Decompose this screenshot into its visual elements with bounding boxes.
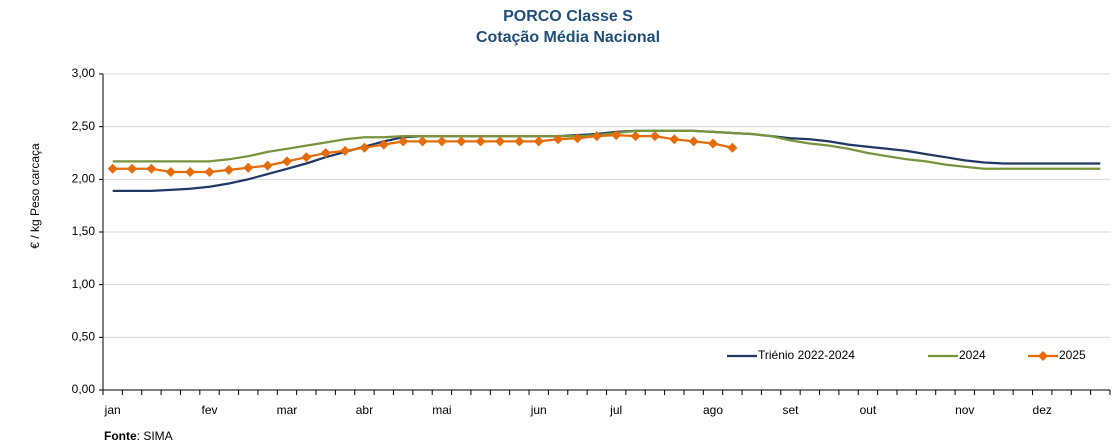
legend-label: 2024 [959, 348, 986, 362]
series-marker [514, 136, 525, 147]
series-marker [533, 136, 544, 147]
series-marker [475, 136, 486, 147]
series-marker [398, 136, 409, 147]
legend-label: 2025 [1059, 348, 1086, 362]
series-marker [688, 136, 699, 147]
series-line [112, 129, 1101, 170]
legend-marker [1038, 351, 1048, 361]
x-tick-label: ago [703, 403, 723, 417]
x-tick-label: nov [955, 403, 974, 417]
series-marker [107, 163, 118, 174]
series-marker [630, 131, 641, 142]
y-axis-label: € / kg Peso carcaça [28, 143, 42, 249]
legend-label: Triénio 2022-2024 [758, 348, 855, 362]
series-marker [243, 162, 254, 173]
y-tick-label: 3,00 [72, 66, 96, 80]
series-marker [611, 130, 622, 141]
series-marker [591, 131, 602, 142]
x-tick-label: jul [609, 403, 622, 417]
x-tick-label: fev [202, 403, 218, 417]
series-line [112, 129, 1101, 193]
y-tick-label: 0,50 [72, 330, 96, 344]
x-tick-label: mar [277, 403, 298, 417]
chart-subtitle: Cotação Média Nacional [476, 29, 660, 46]
series-marker [553, 134, 564, 145]
y-tick-label: 1,00 [72, 277, 96, 291]
series-marker [223, 164, 234, 175]
series-marker [320, 148, 331, 158]
x-tick-label: jun [530, 403, 547, 417]
series-marker [669, 134, 680, 145]
series-marker [262, 160, 273, 171]
x-tick-label: dez [1033, 403, 1052, 417]
series-marker [281, 156, 292, 167]
source-label: Fonte [104, 429, 137, 443]
series-marker [204, 166, 215, 177]
series-marker [727, 142, 738, 153]
chart-title: PORCO Classe S [503, 8, 633, 25]
series-marker [340, 145, 351, 156]
series-marker [436, 136, 447, 147]
x-tick-label: set [782, 403, 799, 417]
series-marker [494, 136, 505, 147]
x-tick-label: jan [104, 403, 121, 417]
series-marker [165, 166, 176, 177]
x-tick-label: abr [356, 403, 373, 417]
source-text: : SIMA [137, 429, 173, 443]
series-marker [417, 136, 428, 147]
source: Fonte: SIMA [104, 429, 173, 443]
series-marker [649, 131, 660, 142]
y-tick-label: 2,50 [72, 119, 96, 133]
series-marker [708, 138, 719, 149]
x-tick-label: mai [432, 403, 451, 417]
series-marker [378, 139, 389, 150]
y-tick-label: 0,00 [72, 382, 96, 396]
y-tick-label: 2,00 [72, 172, 96, 186]
series-marker [127, 163, 138, 174]
x-tick-label: out [860, 403, 877, 417]
series-marker [146, 163, 157, 174]
series-marker [359, 142, 370, 153]
y-tick-label: 1,50 [72, 224, 96, 238]
series-marker [185, 166, 196, 177]
series-marker [572, 133, 583, 144]
series-marker [456, 136, 467, 147]
series-marker [301, 152, 312, 163]
